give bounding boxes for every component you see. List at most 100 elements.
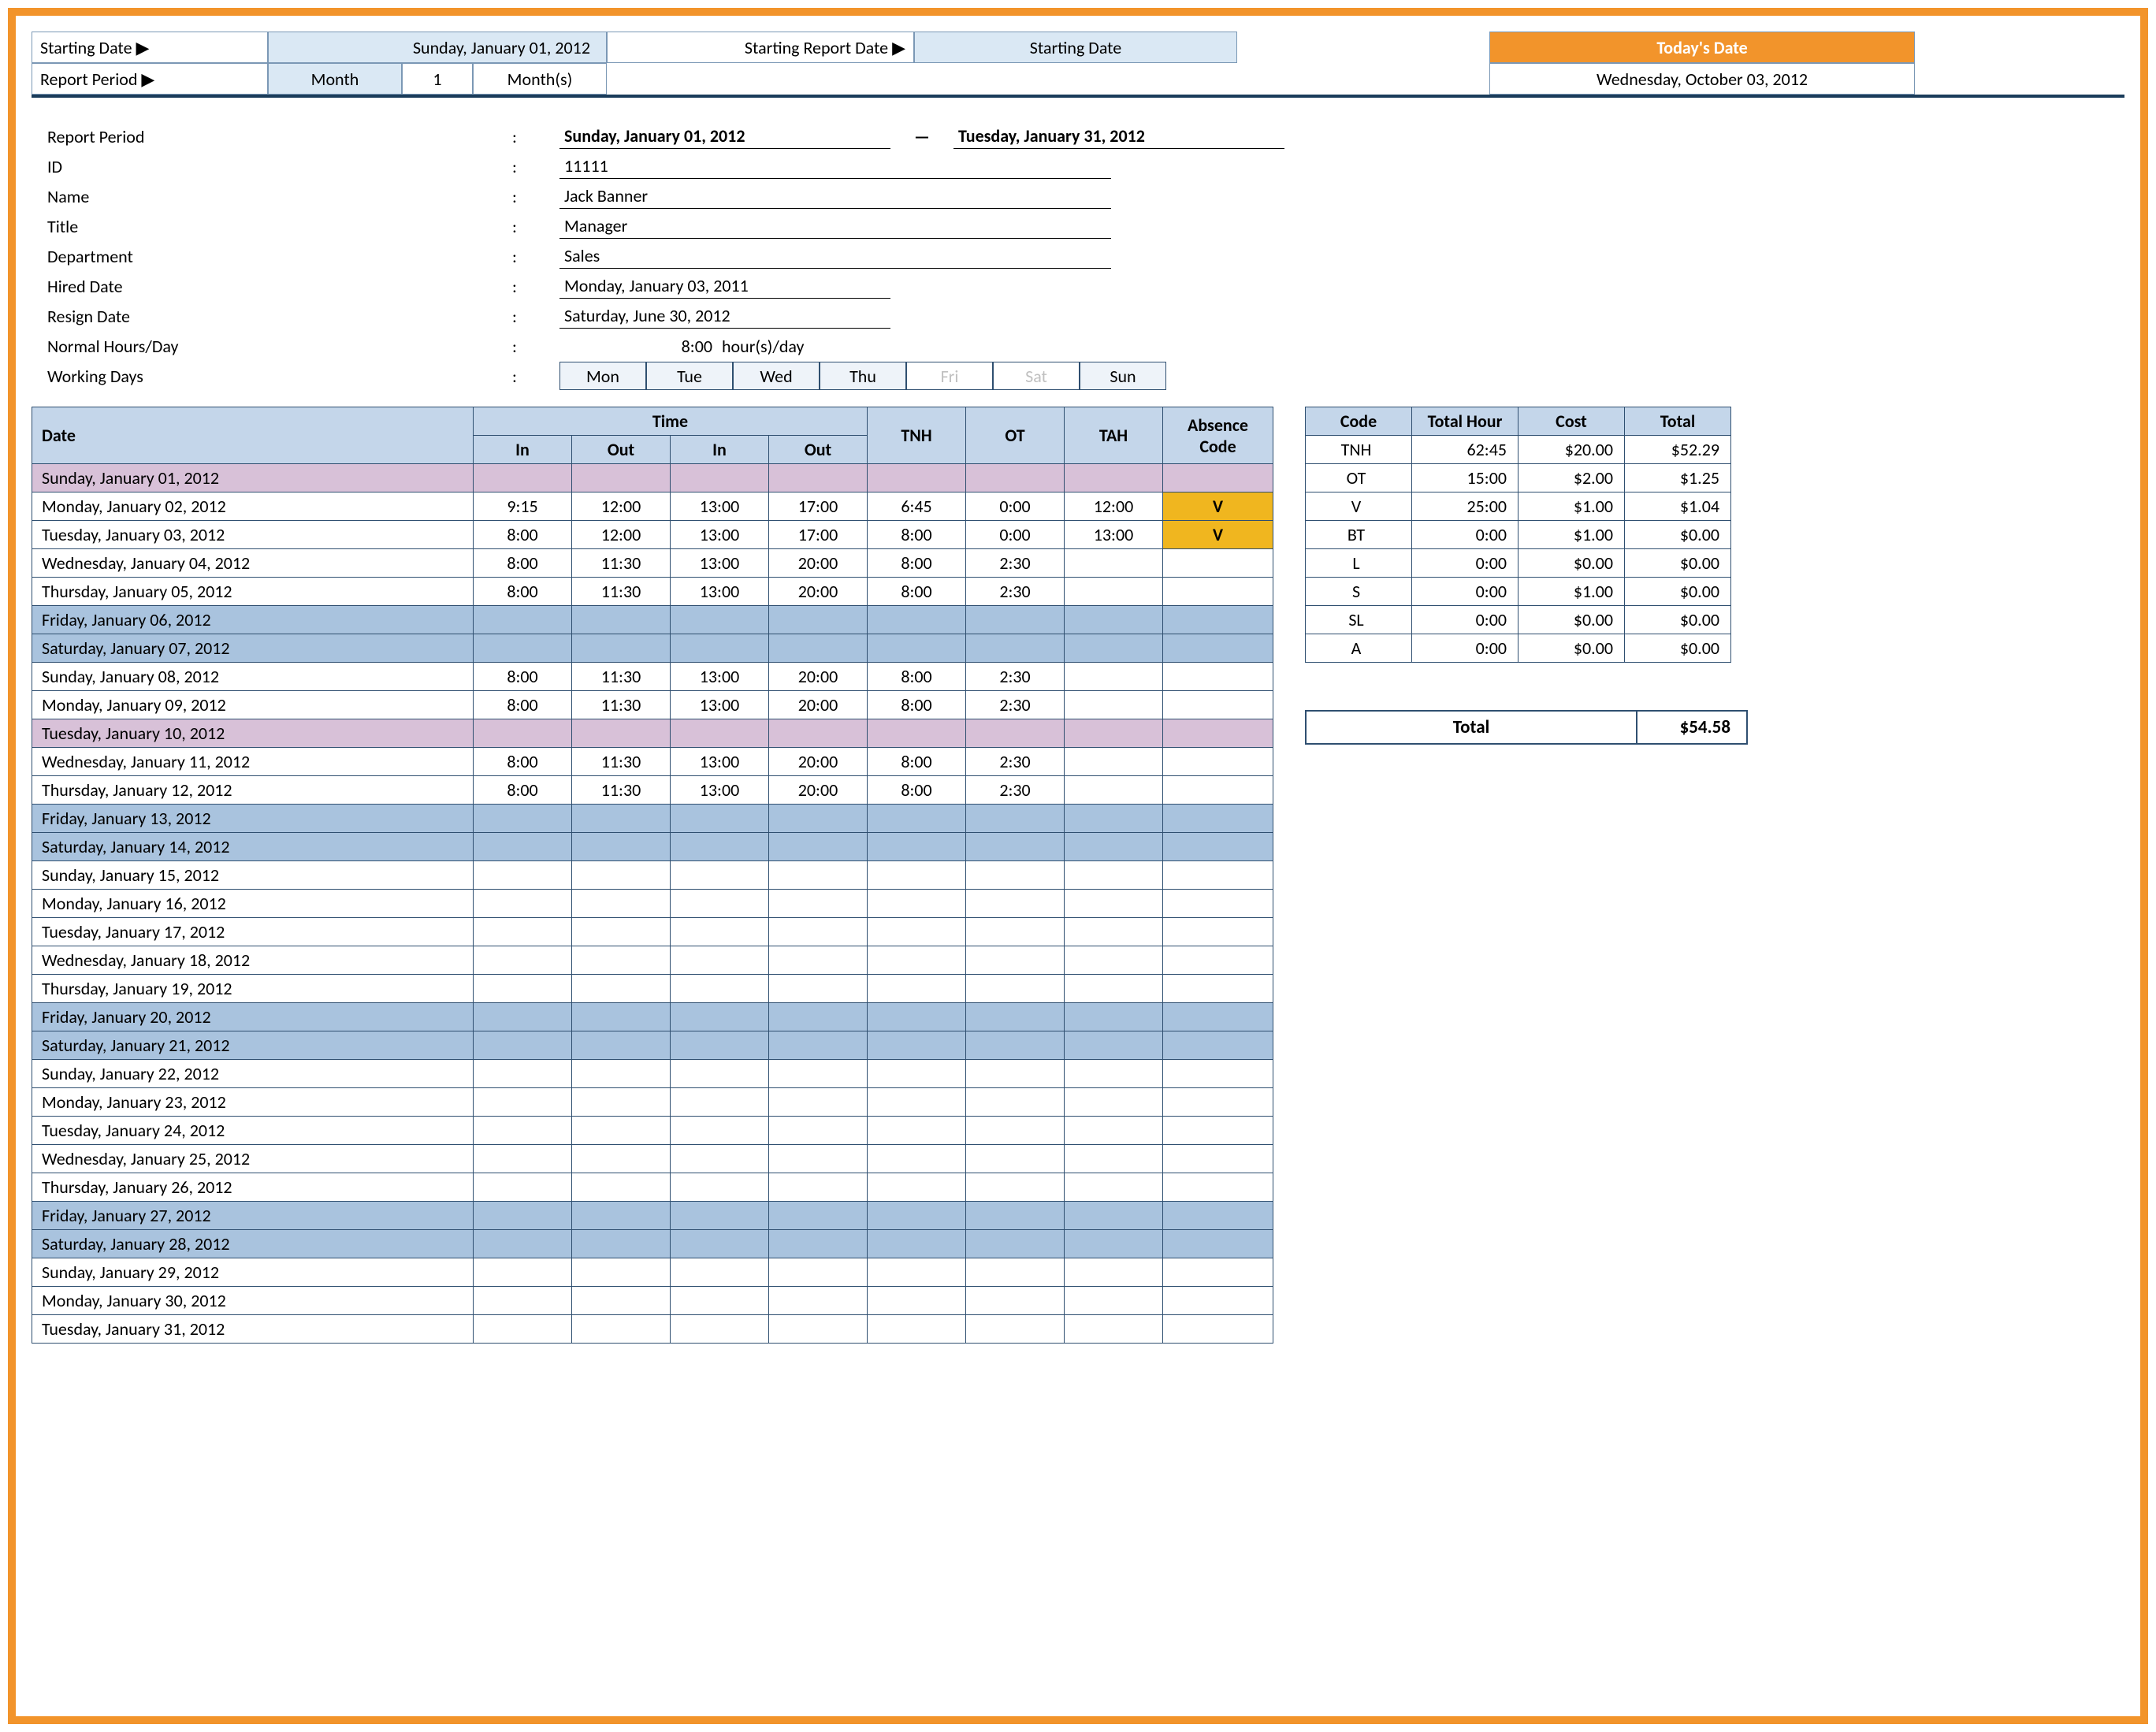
time-cell[interactable]: 12:00 [572, 492, 671, 521]
time-cell[interactable] [769, 975, 868, 1003]
date-cell[interactable]: Saturday, January 21, 2012 [32, 1031, 474, 1060]
value-cell[interactable] [966, 861, 1065, 890]
time-cell[interactable] [572, 946, 671, 975]
time-cell[interactable] [474, 1088, 572, 1117]
time-cell[interactable] [474, 464, 572, 492]
date-cell[interactable]: Saturday, January 14, 2012 [32, 833, 474, 861]
time-cell[interactable] [474, 1287, 572, 1315]
time-cell[interactable]: 20:00 [769, 691, 868, 719]
time-cell[interactable] [671, 918, 769, 946]
value-cell[interactable] [966, 1117, 1065, 1145]
time-cell[interactable]: 13:00 [671, 492, 769, 521]
value-cell[interactable] [966, 890, 1065, 918]
value-cell[interactable] [1065, 1088, 1163, 1117]
value-cell[interactable] [966, 1031, 1065, 1060]
date-cell[interactable]: Wednesday, January 04, 2012 [32, 549, 474, 578]
time-cell[interactable] [572, 890, 671, 918]
time-cell[interactable]: 12:00 [572, 521, 671, 549]
time-cell[interactable] [769, 606, 868, 634]
time-cell[interactable] [769, 918, 868, 946]
time-cell[interactable] [671, 1145, 769, 1173]
time-cell[interactable] [769, 833, 868, 861]
date-cell[interactable]: Friday, January 06, 2012 [32, 606, 474, 634]
date-cell[interactable]: Friday, January 20, 2012 [32, 1003, 474, 1031]
value-cell[interactable] [1065, 946, 1163, 975]
value-cell[interactable] [1065, 1287, 1163, 1315]
date-cell[interactable]: Wednesday, January 25, 2012 [32, 1145, 474, 1173]
time-cell[interactable] [572, 833, 671, 861]
absence-cell[interactable] [1163, 691, 1273, 719]
absence-cell[interactable]: V [1163, 492, 1273, 521]
time-cell[interactable]: 13:00 [671, 663, 769, 691]
time-cell[interactable] [769, 1117, 868, 1145]
value-cell[interactable]: 0:00 [966, 521, 1065, 549]
time-cell[interactable] [671, 1003, 769, 1031]
date-cell[interactable]: Sunday, January 01, 2012 [32, 464, 474, 492]
value-cell[interactable]: 2:30 [966, 578, 1065, 606]
value-cell[interactable] [966, 1145, 1065, 1173]
time-cell[interactable] [671, 833, 769, 861]
value-cell[interactable] [1065, 1003, 1163, 1031]
value-cell[interactable] [1065, 1173, 1163, 1202]
absence-cell[interactable] [1163, 918, 1273, 946]
time-cell[interactable] [671, 975, 769, 1003]
time-cell[interactable] [572, 1230, 671, 1258]
date-cell[interactable]: Tuesday, January 31, 2012 [32, 1315, 474, 1344]
value-cell[interactable]: 8:00 [868, 549, 966, 578]
value-cell[interactable]: 2:30 [966, 776, 1065, 805]
time-cell[interactable] [671, 719, 769, 748]
value-cell[interactable] [868, 1230, 966, 1258]
time-cell[interactable]: 11:30 [572, 776, 671, 805]
time-cell[interactable] [474, 861, 572, 890]
value-cell[interactable] [868, 1173, 966, 1202]
absence-cell[interactable] [1163, 748, 1273, 776]
workday-cell[interactable]: Sat [993, 362, 1080, 390]
date-cell[interactable]: Monday, January 30, 2012 [32, 1287, 474, 1315]
date-cell[interactable]: Tuesday, January 24, 2012 [32, 1117, 474, 1145]
time-cell[interactable] [572, 805, 671, 833]
absence-cell[interactable] [1163, 1258, 1273, 1287]
time-cell[interactable] [671, 634, 769, 663]
time-cell[interactable] [671, 1258, 769, 1287]
date-cell[interactable]: Friday, January 13, 2012 [32, 805, 474, 833]
absence-cell[interactable] [1163, 464, 1273, 492]
time-cell[interactable]: 17:00 [769, 521, 868, 549]
value-cell[interactable]: 8:00 [868, 521, 966, 549]
date-cell[interactable]: Monday, January 16, 2012 [32, 890, 474, 918]
value-cell[interactable] [966, 464, 1065, 492]
time-cell[interactable] [474, 719, 572, 748]
time-cell[interactable] [671, 1173, 769, 1202]
value-cell[interactable] [1065, 1202, 1163, 1230]
value-cell[interactable]: 8:00 [868, 748, 966, 776]
workday-cell[interactable]: Sun [1080, 362, 1166, 390]
value-cell[interactable] [1065, 719, 1163, 748]
time-cell[interactable] [769, 861, 868, 890]
value-cell[interactable] [868, 1117, 966, 1145]
date-cell[interactable]: Monday, January 02, 2012 [32, 492, 474, 521]
value-cell[interactable] [868, 1003, 966, 1031]
time-cell[interactable] [671, 946, 769, 975]
absence-cell[interactable] [1163, 1287, 1273, 1315]
time-cell[interactable] [474, 805, 572, 833]
value-cell[interactable] [868, 918, 966, 946]
time-cell[interactable] [474, 1173, 572, 1202]
time-cell[interactable] [474, 1230, 572, 1258]
date-cell[interactable]: Monday, January 23, 2012 [32, 1088, 474, 1117]
time-cell[interactable] [474, 1003, 572, 1031]
value-cell[interactable] [868, 805, 966, 833]
value-cell[interactable]: 2:30 [966, 691, 1065, 719]
time-cell[interactable] [474, 1060, 572, 1088]
time-cell[interactable] [572, 464, 671, 492]
absence-cell[interactable] [1163, 776, 1273, 805]
value-cell[interactable]: 12:00 [1065, 492, 1163, 521]
time-cell[interactable] [769, 1287, 868, 1315]
value-cell[interactable] [1065, 1258, 1163, 1287]
time-cell[interactable] [769, 1003, 868, 1031]
time-cell[interactable] [572, 1060, 671, 1088]
time-cell[interactable]: 20:00 [769, 549, 868, 578]
time-cell[interactable] [572, 1287, 671, 1315]
value-cell[interactable] [1065, 1315, 1163, 1344]
value-cell[interactable] [868, 833, 966, 861]
time-cell[interactable] [474, 890, 572, 918]
date-cell[interactable]: Thursday, January 12, 2012 [32, 776, 474, 805]
